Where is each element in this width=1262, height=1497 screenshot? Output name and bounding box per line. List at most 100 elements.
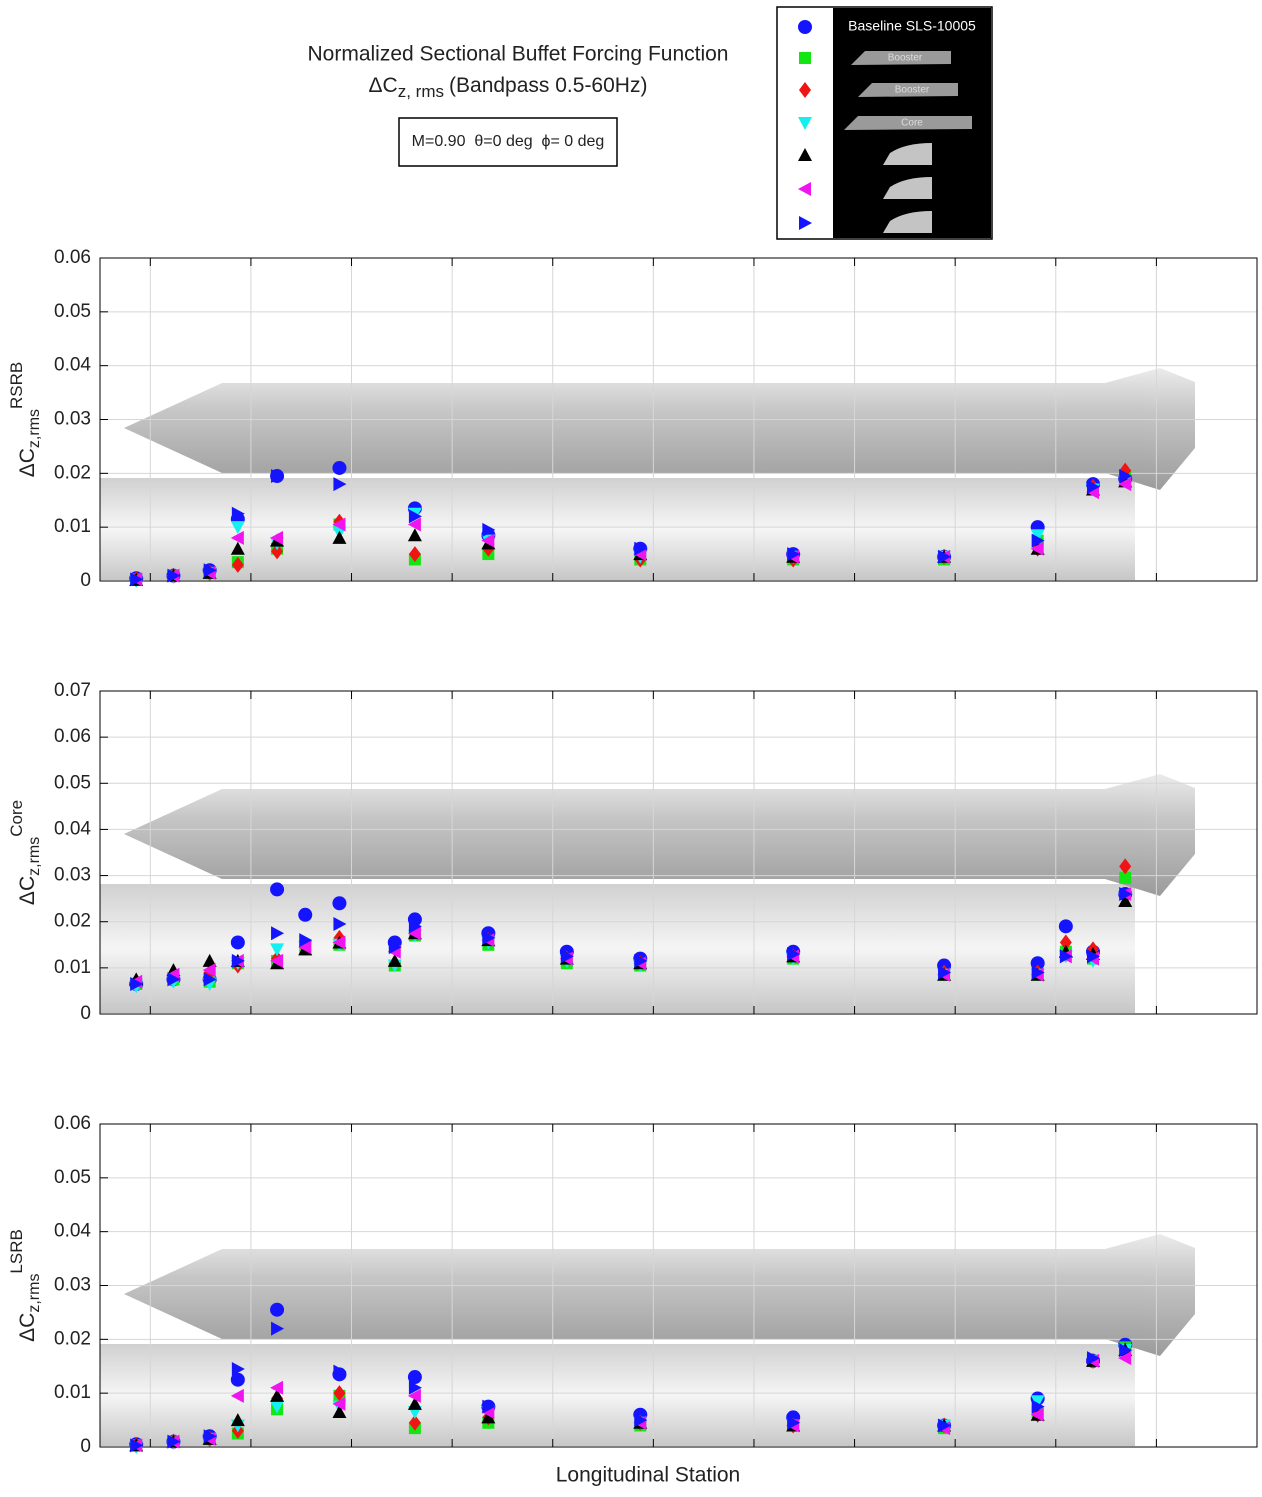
y-tick-label: 0.02 bbox=[54, 1328, 91, 1349]
title: Normalized Sectional Buffet Forcing Func… bbox=[308, 43, 729, 66]
data-point bbox=[560, 949, 574, 964]
plot-frame bbox=[99, 1123, 1258, 1448]
data-point bbox=[230, 1372, 245, 1387]
y-label-sub: z,rms bbox=[26, 837, 43, 876]
data-point bbox=[270, 530, 284, 545]
data-point bbox=[333, 917, 347, 932]
data-point bbox=[407, 1396, 422, 1410]
data-point bbox=[231, 1361, 245, 1376]
y-tick-label: 0.04 bbox=[54, 1221, 91, 1242]
data-point bbox=[332, 896, 347, 911]
conditions: M=0.90 θ=0 deg ϕ= 0 deg bbox=[412, 133, 605, 150]
legend-icon bbox=[883, 143, 932, 165]
data-point bbox=[270, 1388, 285, 1402]
data-point bbox=[1119, 858, 1132, 875]
y-tick-label: 0.01 bbox=[54, 957, 91, 978]
subtitle: ΔCz, rms (Bandpass 0.5-60Hz) bbox=[369, 74, 648, 102]
data-point bbox=[408, 509, 422, 524]
data-point bbox=[333, 1385, 346, 1402]
data-point bbox=[167, 972, 181, 987]
data-point bbox=[270, 1380, 284, 1395]
subtitle-sub: z, rms bbox=[398, 82, 444, 101]
data-point bbox=[408, 919, 422, 934]
data-point bbox=[388, 940, 402, 955]
data-point bbox=[231, 953, 245, 968]
legend-icon bbox=[858, 83, 958, 97]
y-tick-label: 0.06 bbox=[54, 1113, 91, 1134]
y-label-main: ΔC bbox=[16, 1313, 39, 1342]
data-point bbox=[1030, 529, 1045, 543]
data-point bbox=[230, 541, 245, 555]
data-point bbox=[298, 940, 312, 955]
x-axis-label: Longitudinal Station bbox=[556, 1464, 740, 1487]
y-tick-label: 0.03 bbox=[54, 1275, 91, 1296]
data-point bbox=[230, 935, 245, 950]
data-point bbox=[230, 1413, 245, 1427]
y-tick-label: 0.04 bbox=[54, 355, 91, 376]
legend-label: Core bbox=[901, 118, 923, 129]
vehicle-illustration bbox=[100, 1234, 1195, 1446]
data-point bbox=[167, 1434, 181, 1449]
y-tick-label: 0.06 bbox=[54, 247, 91, 268]
data-point bbox=[332, 530, 347, 544]
data-point bbox=[408, 546, 421, 563]
data-point bbox=[938, 549, 952, 564]
data-point bbox=[387, 953, 402, 967]
data-point bbox=[230, 530, 244, 545]
y-tick-label: 0.01 bbox=[54, 1382, 91, 1403]
data-point bbox=[167, 568, 181, 583]
y-tick-label: 0.05 bbox=[54, 301, 91, 322]
y-label-main: ΔC bbox=[16, 876, 39, 905]
data-point bbox=[1118, 477, 1132, 492]
legend-marker bbox=[798, 20, 812, 34]
data-point bbox=[202, 963, 216, 978]
data-point bbox=[408, 1414, 421, 1431]
legend-marker bbox=[798, 117, 812, 130]
data-point bbox=[787, 547, 801, 562]
y-axis-label: ΔCz,rmsLSRB bbox=[7, 1229, 43, 1342]
data-point bbox=[271, 926, 285, 941]
legend-marker bbox=[799, 82, 811, 98]
data-point bbox=[1119, 469, 1133, 484]
data-point bbox=[270, 1302, 285, 1317]
data-point bbox=[332, 460, 347, 475]
core-stage bbox=[100, 1344, 1135, 1446]
y-label-main: ΔC bbox=[16, 448, 39, 477]
legend-marker bbox=[798, 182, 811, 196]
legend-label: Booster bbox=[895, 85, 930, 96]
data-point bbox=[1087, 1351, 1101, 1366]
legend-label: Booster bbox=[888, 53, 923, 64]
plot-frame bbox=[99, 690, 1258, 1015]
data-point bbox=[787, 947, 801, 962]
data-point bbox=[407, 517, 421, 532]
y-axis-label: ΔCz,rmsRSRB bbox=[7, 362, 43, 478]
booster bbox=[124, 774, 1195, 896]
y-tick-label: 0.05 bbox=[54, 1167, 91, 1188]
y-tick-label: 0 bbox=[80, 570, 91, 591]
data-point bbox=[1118, 893, 1133, 907]
y-label-sub: z,rms bbox=[26, 409, 43, 448]
data-point bbox=[407, 1370, 422, 1385]
vehicle-illustration bbox=[100, 774, 1195, 1013]
legend-marker bbox=[798, 148, 812, 161]
data-point bbox=[332, 1405, 347, 1419]
data-point bbox=[298, 907, 313, 922]
data-point bbox=[1119, 871, 1132, 884]
data-point bbox=[270, 1400, 285, 1414]
subtitle-main: ΔC bbox=[369, 74, 398, 97]
data-point bbox=[230, 521, 245, 535]
data-point bbox=[130, 572, 144, 587]
data-point bbox=[407, 528, 422, 542]
y-tick-label: 0.03 bbox=[54, 409, 91, 430]
data-point bbox=[1059, 934, 1072, 951]
data-point bbox=[231, 506, 245, 521]
y-tick-label: 0.02 bbox=[54, 462, 91, 483]
data-point bbox=[408, 1380, 422, 1395]
data-point bbox=[1030, 1395, 1045, 1409]
data-point bbox=[407, 926, 421, 941]
conditions-box bbox=[398, 117, 618, 167]
data-point bbox=[130, 977, 144, 992]
data-point bbox=[1087, 949, 1101, 964]
data-point bbox=[332, 935, 346, 950]
